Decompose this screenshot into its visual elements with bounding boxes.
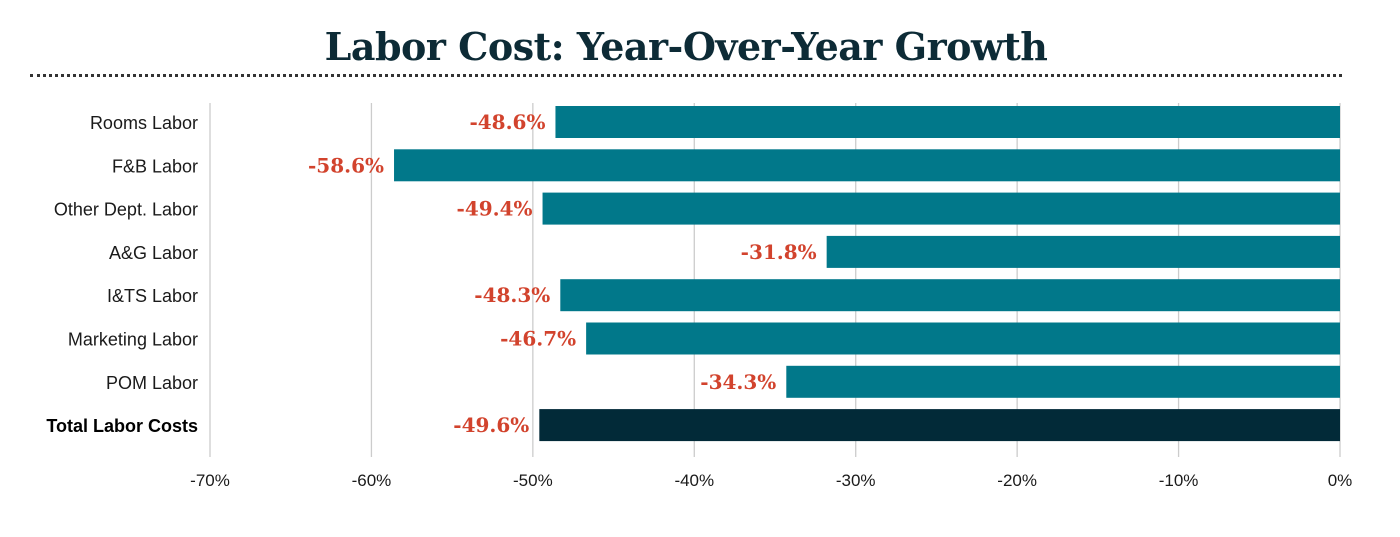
- category-label: I&TS Labor: [107, 286, 198, 306]
- data-label: -49.6%: [453, 413, 529, 437]
- x-tick-label: 0%: [1328, 471, 1353, 490]
- bar: [786, 365, 1340, 398]
- category-label: POM Labor: [106, 373, 198, 393]
- chart-title: Labor Cost: Year-Over-Year Growth: [324, 24, 1048, 69]
- title-divider: [30, 74, 1342, 77]
- x-tick-label: -10%: [1159, 471, 1199, 490]
- x-tick-label: -30%: [836, 471, 876, 490]
- category-label: Other Dept. Labor: [54, 200, 198, 220]
- x-tick-label: -20%: [997, 471, 1037, 490]
- category-label: Marketing Labor: [68, 330, 198, 350]
- data-label: -48.3%: [474, 283, 550, 307]
- x-tick-label: -60%: [352, 471, 392, 490]
- data-label: -34.3%: [700, 370, 776, 394]
- category-label: Rooms Labor: [90, 113, 198, 133]
- x-tick-label: -50%: [513, 471, 553, 490]
- x-tick-label: -70%: [190, 471, 230, 490]
- data-label: -49.4%: [457, 197, 533, 221]
- bar: [542, 192, 1340, 225]
- category-label: F&B Labor: [112, 156, 198, 176]
- bar: [826, 235, 1340, 268]
- bar: [560, 279, 1340, 312]
- data-label: -48.6%: [469, 110, 545, 134]
- category-label: A&G Labor: [109, 243, 198, 263]
- x-tick-label: -40%: [674, 471, 714, 490]
- x-axis-ticks: -70% -60% -50% -40% -30% -20% -10% 0%: [190, 471, 1352, 490]
- bar: [394, 149, 1340, 182]
- data-labels: -48.6% -58.6% -49.4% -31.8% -48.3% -46.7% -34.…: [308, 110, 817, 437]
- bar-total: [539, 409, 1340, 442]
- category-label: Total Labor Costs: [46, 416, 198, 436]
- category-labels: Rooms Labor F&B Labor Other Dept. Labor A&G…: [46, 113, 198, 436]
- bar: [555, 106, 1340, 138]
- data-label: -58.6%: [308, 153, 384, 177]
- data-label: -46.7%: [500, 327, 576, 351]
- bars: [394, 106, 1340, 442]
- bar: [586, 322, 1340, 355]
- data-label: -31.8%: [741, 240, 817, 264]
